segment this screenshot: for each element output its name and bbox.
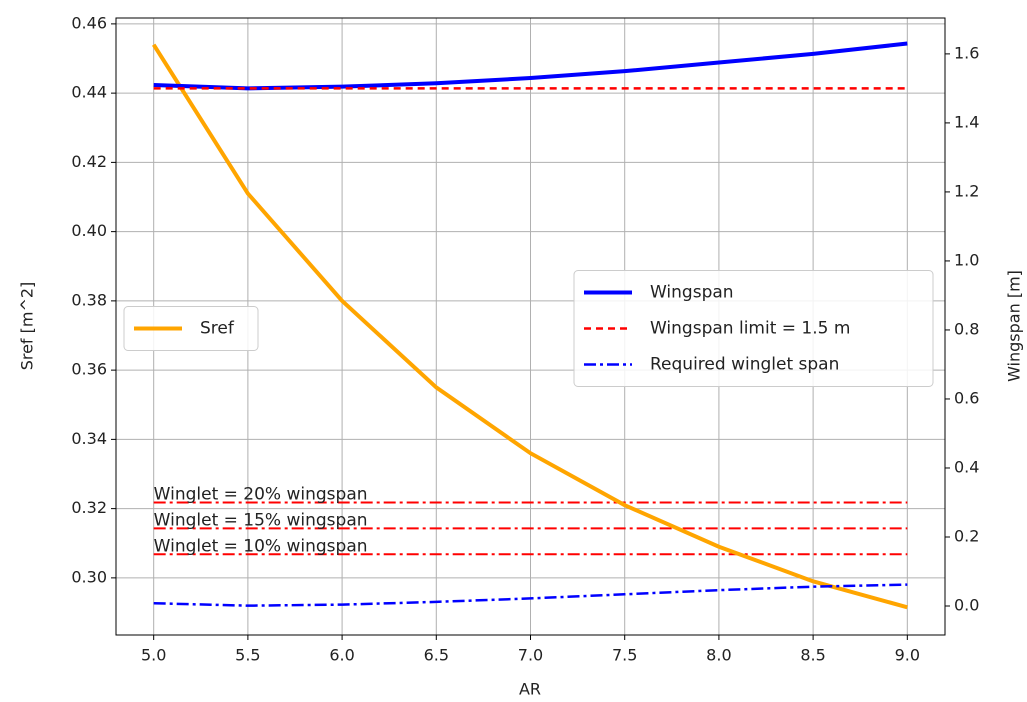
y2-tick-label: 0.8 bbox=[954, 319, 979, 338]
y2-tick-label: 1.0 bbox=[954, 250, 979, 269]
annotation: Winglet = 15% wingspan bbox=[154, 510, 368, 530]
x-tick-label: 5.0 bbox=[141, 646, 166, 665]
y-axis-label: Sref [m^2] bbox=[18, 282, 37, 371]
plot-frame bbox=[115, 17, 946, 636]
y2-tick-label: 0.6 bbox=[954, 388, 979, 407]
legend-box bbox=[573, 270, 934, 387]
series-line bbox=[151, 43, 908, 610]
legend: Wingspan Wingspan limit = 1.5 m Required w… bbox=[573, 270, 934, 387]
x-tick-label: 8.0 bbox=[706, 646, 731, 665]
y-tick-label: 0.30 bbox=[71, 567, 107, 586]
y2-tick-label: 0.4 bbox=[954, 457, 979, 476]
y2-axis-label: Wingspan [m] bbox=[1005, 270, 1024, 382]
x-tick-label: 6.0 bbox=[329, 646, 354, 665]
x-tick-label: 8.5 bbox=[800, 646, 825, 665]
y-tick-label: 0.40 bbox=[71, 221, 107, 240]
x-tick-label: 6.5 bbox=[424, 646, 449, 665]
x-tick-label: 9.0 bbox=[895, 646, 920, 665]
x-axis-label: AR bbox=[519, 680, 541, 699]
x-tick-label: 7.0 bbox=[518, 646, 543, 665]
legend-label: Sref bbox=[200, 319, 235, 339]
legend: Sref bbox=[123, 306, 259, 351]
y-tick-label: 0.32 bbox=[71, 498, 107, 517]
series-line bbox=[153, 583, 908, 607]
y-tick-label: 0.34 bbox=[71, 429, 107, 448]
annotation: Winglet = 20% wingspan bbox=[154, 484, 368, 504]
y-tick-label: 0.46 bbox=[71, 13, 107, 32]
x-tick-label: 7.5 bbox=[612, 646, 637, 665]
x-tick-label: 5.5 bbox=[235, 646, 260, 665]
y2-tick-label: 0.2 bbox=[954, 526, 979, 545]
legend-box bbox=[123, 306, 259, 351]
y-tick-label: 0.44 bbox=[71, 83, 107, 102]
y2-tick-label: 1.2 bbox=[954, 181, 979, 200]
y-tick-label: 0.36 bbox=[71, 360, 107, 379]
y2-tick-label: 1.4 bbox=[954, 112, 979, 131]
y-tick-label: 0.38 bbox=[71, 290, 107, 309]
legend-label: Wingspan bbox=[650, 283, 734, 303]
annotation: Winglet = 10% wingspan bbox=[154, 536, 368, 556]
y2-tick-label: 1.6 bbox=[954, 43, 979, 62]
y-tick-label: 0.42 bbox=[71, 152, 107, 171]
y2-tick-label: 0.0 bbox=[954, 596, 979, 615]
legend-label: Wingspan limit = 1.5 m bbox=[650, 319, 850, 339]
legend-label: Required winglet span bbox=[650, 355, 839, 375]
